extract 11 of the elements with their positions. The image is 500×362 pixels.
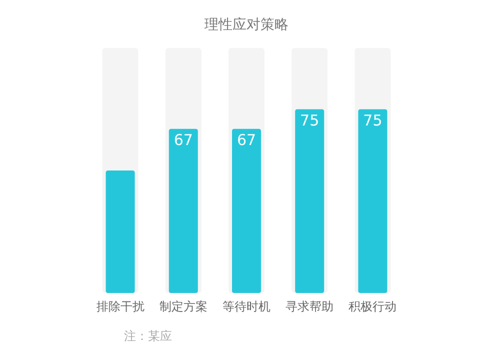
x-tick-label: 制定方案 xyxy=(159,300,208,314)
x-tick-label: 排除干扰 xyxy=(96,300,144,314)
data-label: 75 xyxy=(363,111,382,130)
text: 注：某应 xyxy=(124,329,172,343)
x-tick-label: 等待时机 xyxy=(222,300,270,314)
x-tick-label: 寻求帮助 xyxy=(286,300,334,314)
x-tick-label: 积极行动 xyxy=(348,300,397,314)
data-label: 67 xyxy=(236,130,256,149)
data-label: 75 xyxy=(300,111,320,130)
data-label: 67 xyxy=(174,130,193,149)
chart-title: 理性应对策略 xyxy=(204,17,288,33)
